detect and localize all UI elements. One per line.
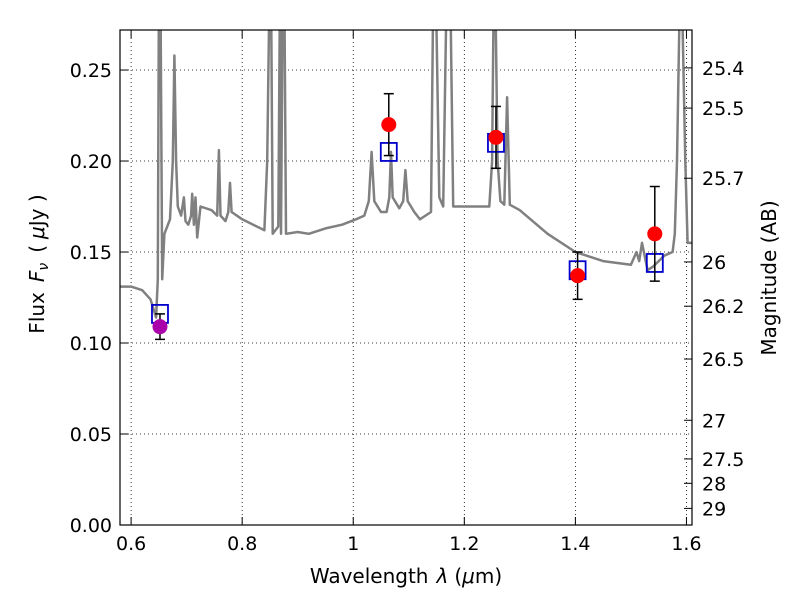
x-axis-unit-open: ( [454,564,462,588]
y-tick-label: 0.25 [70,60,112,82]
spectrum-line [120,30,692,319]
x-tick-label: 1.4 [560,533,590,555]
y-axis-label-symbol: F [25,270,49,282]
x-axis-label-text: Wavelength [310,564,429,588]
y-tick-label: 0.05 [70,424,112,446]
y2-tick-label: 26.2 [702,296,744,318]
circle-marker [381,117,397,133]
x-axis-unit-rest: m) [475,564,502,588]
circle-marker [570,268,586,284]
y-axis-label: Flux Fν ( μJy ) [25,194,52,333]
plot-frame [119,29,693,526]
y-tick-label: 0.10 [70,333,112,355]
y-axis-label-subscript: ν [36,263,52,271]
circle-marker [152,319,168,335]
y2-tick-label: 29 [702,498,726,520]
y-axis-unit-mu: μ [25,226,49,240]
y2-tick-label: 25.7 [702,168,744,190]
y2-tick-label: 25.4 [702,58,744,80]
circle-marker [647,226,663,242]
y-axis-unit-open: ( [25,245,49,253]
x-tick-label: 1.6 [671,533,701,555]
y-tick-label: 0.15 [70,242,112,264]
y-axis-unit-rest: Jy ) [25,194,49,228]
x-axis-label: Wavelength λ (μm) [310,564,502,588]
y2-axis-label: Magnitude (AB) [757,200,781,355]
x-tick-label: 1.2 [449,533,479,555]
grid-lines [120,30,692,525]
y2-tick-label: 28 [702,473,726,495]
y2-tick-label: 27 [702,410,726,432]
model-spectrum [120,30,692,319]
x-tick-label: 0.6 [116,533,146,555]
y2-tick-label: 27.5 [702,449,744,471]
axis-ticks: 0.6 0.8 1 1.2 1.4 1.6 0.00 0.05 0.10 0.15 0.20 0.25… [70,30,744,555]
y2-tick-label: 26.5 [702,349,744,371]
y-tick-label: 0.00 [70,515,112,537]
y-axis-label-text: Flux [25,292,49,334]
y2-tick-label: 25.5 [702,98,744,120]
x-tick-label: 0.8 [227,533,257,555]
data-points [151,92,664,341]
y2-tick-label: 26 [702,252,726,274]
x-tick-label: 1 [347,533,359,555]
y-tick-label: 0.20 [70,151,112,173]
x-axis-label-symbol: λ [435,564,448,588]
circle-marker [488,129,504,145]
x-axis-unit-mu: μ [461,564,475,588]
